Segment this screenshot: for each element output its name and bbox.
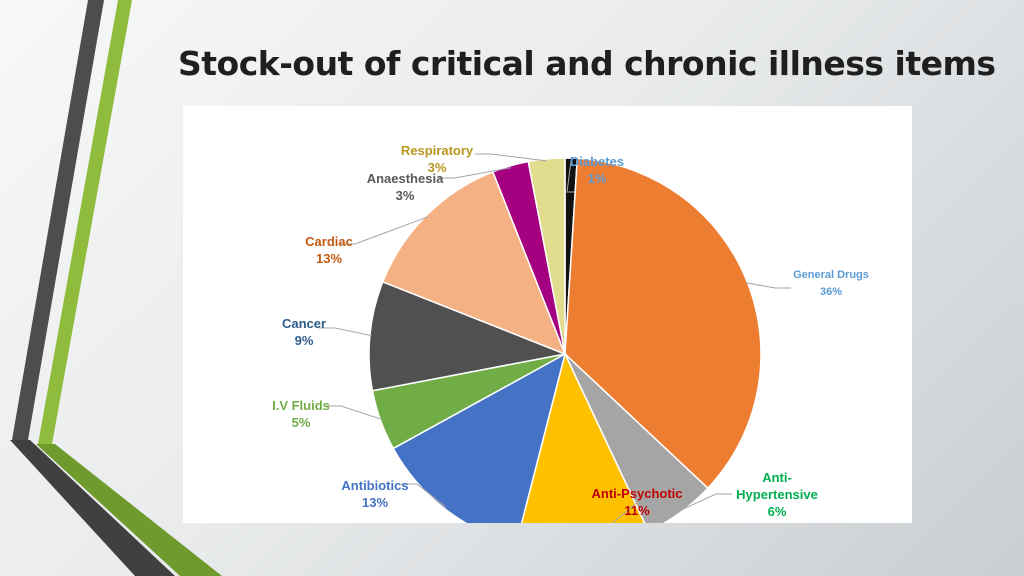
slice-label-anti-hypertensive-line-1: Anti- (762, 470, 792, 485)
pie-slice-cardiac (381, 170, 567, 356)
slice-label-anaesthesia: Anaesthesia (367, 171, 444, 186)
slice-label-anti-psychotic: Anti-Psychotic (591, 486, 682, 501)
slice-value-diabetes: 1% (588, 171, 607, 186)
decor-green-wedge (36, 444, 222, 576)
slice-value-antibiotics: 13% (362, 495, 388, 510)
leader-line-cancer (319, 327, 373, 337)
slice-label-cardiac: Cardiac (305, 234, 353, 249)
slice-value-general-drugs: 36% (820, 286, 842, 298)
leader-line-anti-psychotic (611, 485, 673, 523)
slice-label-i-v-fluids: I.V Fluids (272, 398, 330, 413)
pie-slice-general-drugs (564, 157, 762, 490)
slice-value-respiratory: 3% (428, 160, 447, 175)
slice-label-cancer: Cancer (282, 316, 326, 331)
decor-dark-wedge (10, 440, 175, 576)
leader-line-anti-hypertensive (678, 493, 732, 512)
leader-line-antibiotics (401, 483, 447, 508)
leader-line-i-v-fluids (325, 405, 383, 421)
slice-label-antibiotics: Antibiotics (341, 478, 408, 493)
pie-slice-anti-psychotic (520, 351, 646, 523)
slice-value-cardiac: 13% (316, 251, 342, 266)
slice-label-anti-hypertensive-line-2: Hypertensive (736, 487, 818, 502)
slice-value-anti-hypertensive: 6% (768, 504, 787, 519)
slice-value-i-v-fluids: 5% (292, 415, 311, 430)
leader-line-anaesthesia (439, 167, 511, 179)
pie-slice-antibiotics (392, 352, 567, 523)
leader-line-respiratory (475, 153, 547, 162)
leader-line-cardiac (339, 216, 428, 245)
pie-slice-anti-hypertensive (564, 353, 709, 523)
slice-label-general-drugs: General Drugs (793, 269, 869, 281)
slice-label-respiratory: Respiratory (401, 143, 474, 158)
leader-line-general-drugs (745, 282, 791, 289)
slice-label-diabetes: Diabetes (570, 154, 624, 169)
slice-value-cancer: 9% (295, 333, 314, 348)
pie-chart: Diabetes 1% General Drugs 36% Anti- Hypertens… (272, 143, 869, 523)
chart-container: Diabetes 1% General Drugs 36% Anti- Hypertens… (183, 106, 912, 523)
decor-green-stripe (38, 0, 132, 444)
decor-dark-stripe (12, 0, 104, 440)
slice-value-anaesthesia: 3% (396, 188, 415, 203)
slide-title: Stock-out of critical and chronic illnes… (178, 44, 996, 83)
slice-value-anti-psychotic: 11% (624, 503, 650, 518)
pie-slice-respiratory (527, 157, 566, 355)
